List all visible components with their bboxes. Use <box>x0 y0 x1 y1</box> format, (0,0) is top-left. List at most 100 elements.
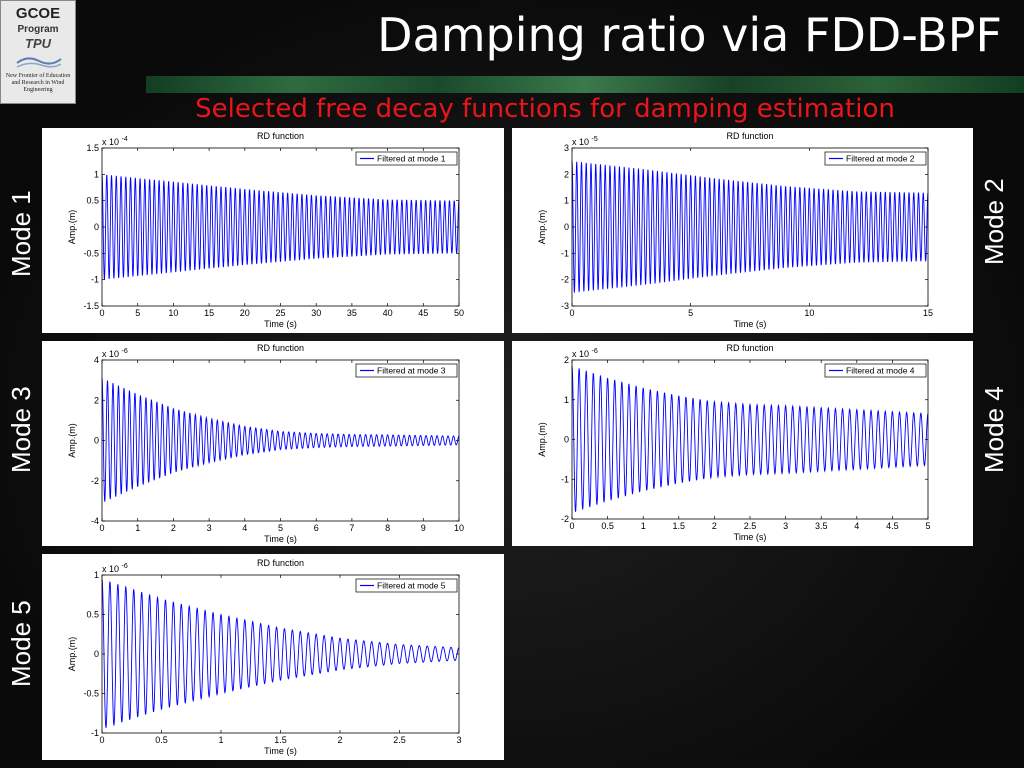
x-tick-label: 7 <box>349 523 354 533</box>
mode-2-label: Mode 2 <box>979 178 1009 265</box>
y-tick-label: 1 <box>564 395 569 405</box>
series-line-1 <box>101 174 460 280</box>
x-axis-label: Time (s) <box>264 319 297 329</box>
mode-1-label: Mode 1 <box>6 190 36 277</box>
y-tick-label: 0 <box>564 222 569 232</box>
x-tick-label: 0 <box>99 308 104 318</box>
x-tick-label: 5 <box>278 523 283 533</box>
y-tick-label: -1 <box>561 248 569 258</box>
y-tick-label: -4 <box>91 516 99 526</box>
legend: Filtered at mode 2 <box>824 151 927 166</box>
x-tick-label: 2 <box>171 523 176 533</box>
slide-title: Damping ratio via FDD-BPF <box>377 8 1002 62</box>
y-tick-label: -2 <box>91 476 99 486</box>
chart-panel-mode-3: RD function x 10 -6 0 1 2 3 4 5 6 7 8 9 10 -4 -2 0 2 4 Tim… <box>42 341 504 546</box>
chart-title: RD function <box>257 558 304 568</box>
gcoe-logo: GCOE Program TPU New Frontier of Educati… <box>0 0 76 104</box>
mode-4-label: Mode 4 <box>979 386 1009 473</box>
y-tick-label: 0 <box>94 222 99 232</box>
x-tick-label: 2.5 <box>744 521 757 531</box>
x-tick-label: 1.5 <box>274 735 287 745</box>
y-exponent-label: x 10 -6 <box>102 348 128 359</box>
x-tick-label: 10 <box>804 308 814 318</box>
legend-label: Filtered at mode 2 <box>846 154 915 164</box>
y-tick-label: -1.5 <box>83 301 99 311</box>
x-tick-label: 0.5 <box>601 521 614 531</box>
x-tick-label: 6 <box>314 523 319 533</box>
x-tick-label: 1 <box>135 523 140 533</box>
y-tick-label: -0.5 <box>83 689 99 699</box>
x-tick-label: 3 <box>456 735 461 745</box>
x-tick-label: 30 <box>311 308 321 318</box>
chart-title: RD function <box>257 131 304 141</box>
x-tick-label: 5 <box>688 308 693 318</box>
y-tick-label: -1 <box>561 474 569 484</box>
x-tick-label: 2 <box>337 735 342 745</box>
x-tick-label: 2.5 <box>393 735 406 745</box>
x-tick-label: 0 <box>99 735 104 745</box>
x-tick-label: 8 <box>385 523 390 533</box>
y-axis-label: Amp.(m) <box>67 637 77 672</box>
x-tick-label: 2 <box>712 521 717 531</box>
x-tick-label: 3 <box>783 521 788 531</box>
x-tick-label: 0.5 <box>155 735 168 745</box>
x-tick-label: 45 <box>418 308 428 318</box>
x-tick-label: 10 <box>454 523 464 533</box>
y-tick-label: 2 <box>564 169 569 179</box>
y-tick-label: 1 <box>94 570 99 580</box>
chart-mode-3: RD function x 10 -6 0 1 2 3 4 5 6 7 8 9 10 -4 -2 0 2 4 Tim… <box>67 343 464 544</box>
chart-panel-mode-5: RD function x 10 -6 0 0.5 1 1.5 2 2.5 3 -1 -0.5 0 0.… <box>42 554 504 760</box>
x-tick-label: 20 <box>240 308 250 318</box>
legend: Filtered at mode 1 <box>355 151 458 166</box>
logo-wind-icon <box>16 57 62 68</box>
legend: Filtered at mode 4 <box>824 363 927 378</box>
y-axis-label: Amp.(m) <box>537 210 547 245</box>
y-tick-label: 2 <box>94 395 99 405</box>
y-tick-label: 0 <box>94 649 99 659</box>
x-tick-label: 50 <box>454 308 464 318</box>
legend: Filtered at mode 5 <box>355 578 458 593</box>
series-line-4 <box>571 365 929 512</box>
x-tick-label: 25 <box>275 308 285 318</box>
x-tick-label: 35 <box>347 308 357 318</box>
x-tick-label: 0 <box>99 523 104 533</box>
y-tick-label: -2 <box>561 275 569 285</box>
title-banner <box>146 76 1024 93</box>
x-tick-label: 3 <box>207 523 212 533</box>
series-line-3 <box>101 378 460 502</box>
x-axis-label: Time (s) <box>734 319 767 329</box>
mode-3-label: Mode 3 <box>6 386 36 473</box>
x-tick-label: 5 <box>135 308 140 318</box>
legend-label: Filtered at mode 4 <box>846 366 915 376</box>
x-axis-label: Time (s) <box>264 746 297 756</box>
chart-panel-mode-1: RD function x 10 -4 0 5 10 15 20 25 30 35 40 45 50 -1… <box>42 128 504 333</box>
legend: Filtered at mode 3 <box>355 363 458 378</box>
y-tick-label: -0.5 <box>83 248 99 258</box>
x-tick-label: 4.5 <box>886 521 899 531</box>
y-exponent-label: x 10 -4 <box>102 136 128 147</box>
y-tick-label: -1 <box>91 728 99 738</box>
chart-mode-2: RD function x 10 -5 0 5 10 15 -3 -2 -1 0 1 2 3 Time (… <box>537 131 933 329</box>
chart-title: RD function <box>726 343 773 353</box>
x-tick-label: 5 <box>925 521 930 531</box>
y-tick-label: 1 <box>564 196 569 206</box>
series-line-2 <box>571 161 929 293</box>
y-axis-label: Amp.(m) <box>67 210 77 245</box>
x-tick-label: 10 <box>168 308 178 318</box>
x-tick-label: 1 <box>218 735 223 745</box>
logo-line-3: TPU <box>25 36 51 51</box>
y-axis-label: Amp.(m) <box>537 422 547 457</box>
legend-label: Filtered at mode 5 <box>377 581 446 591</box>
y-tick-label: 2 <box>564 355 569 365</box>
x-tick-label: 1.5 <box>673 521 686 531</box>
chart-title: RD function <box>257 343 304 353</box>
x-tick-label: 4 <box>242 523 247 533</box>
y-tick-label: 3 <box>564 143 569 153</box>
x-tick-label: 40 <box>383 308 393 318</box>
chart-title: RD function <box>726 131 773 141</box>
x-tick-label: 9 <box>421 523 426 533</box>
chart-panel-mode-2: RD function x 10 -5 0 5 10 15 -3 -2 -1 0 1 2 3 Time (… <box>512 128 973 333</box>
y-tick-label: 0.5 <box>86 196 99 206</box>
y-exponent-label: x 10 -6 <box>572 348 598 359</box>
